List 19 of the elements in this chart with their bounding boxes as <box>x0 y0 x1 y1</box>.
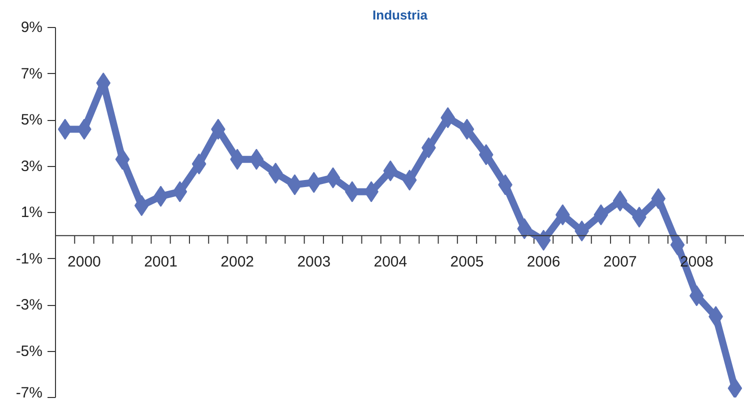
y-tick-label: 5% <box>20 112 43 128</box>
x-tick-label: 2003 <box>297 254 331 271</box>
y-tick-label: 7% <box>20 65 43 82</box>
x-tick-label: 2001 <box>144 254 178 271</box>
y-tick-label: 9% <box>20 19 43 36</box>
x-tick-label: 2006 <box>526 254 560 271</box>
x-tick-label: 2002 <box>220 254 254 271</box>
x-tick-label: 2000 <box>68 254 101 271</box>
y-tick-label: 1% <box>20 204 43 221</box>
point <box>728 378 742 398</box>
y-tick-label: -7% <box>16 384 43 401</box>
y-tick-label: -1% <box>16 250 43 268</box>
chart-title: Industria <box>372 8 428 22</box>
y-tick-label: 3% <box>20 158 43 175</box>
x-tick-label: 2005 <box>450 254 484 271</box>
x-tick-label: 2004 <box>374 254 408 271</box>
x-tick-label: 2007 <box>603 254 637 271</box>
y-tick-label: -5% <box>16 342 43 360</box>
y-tick-label: -3% <box>16 296 43 314</box>
